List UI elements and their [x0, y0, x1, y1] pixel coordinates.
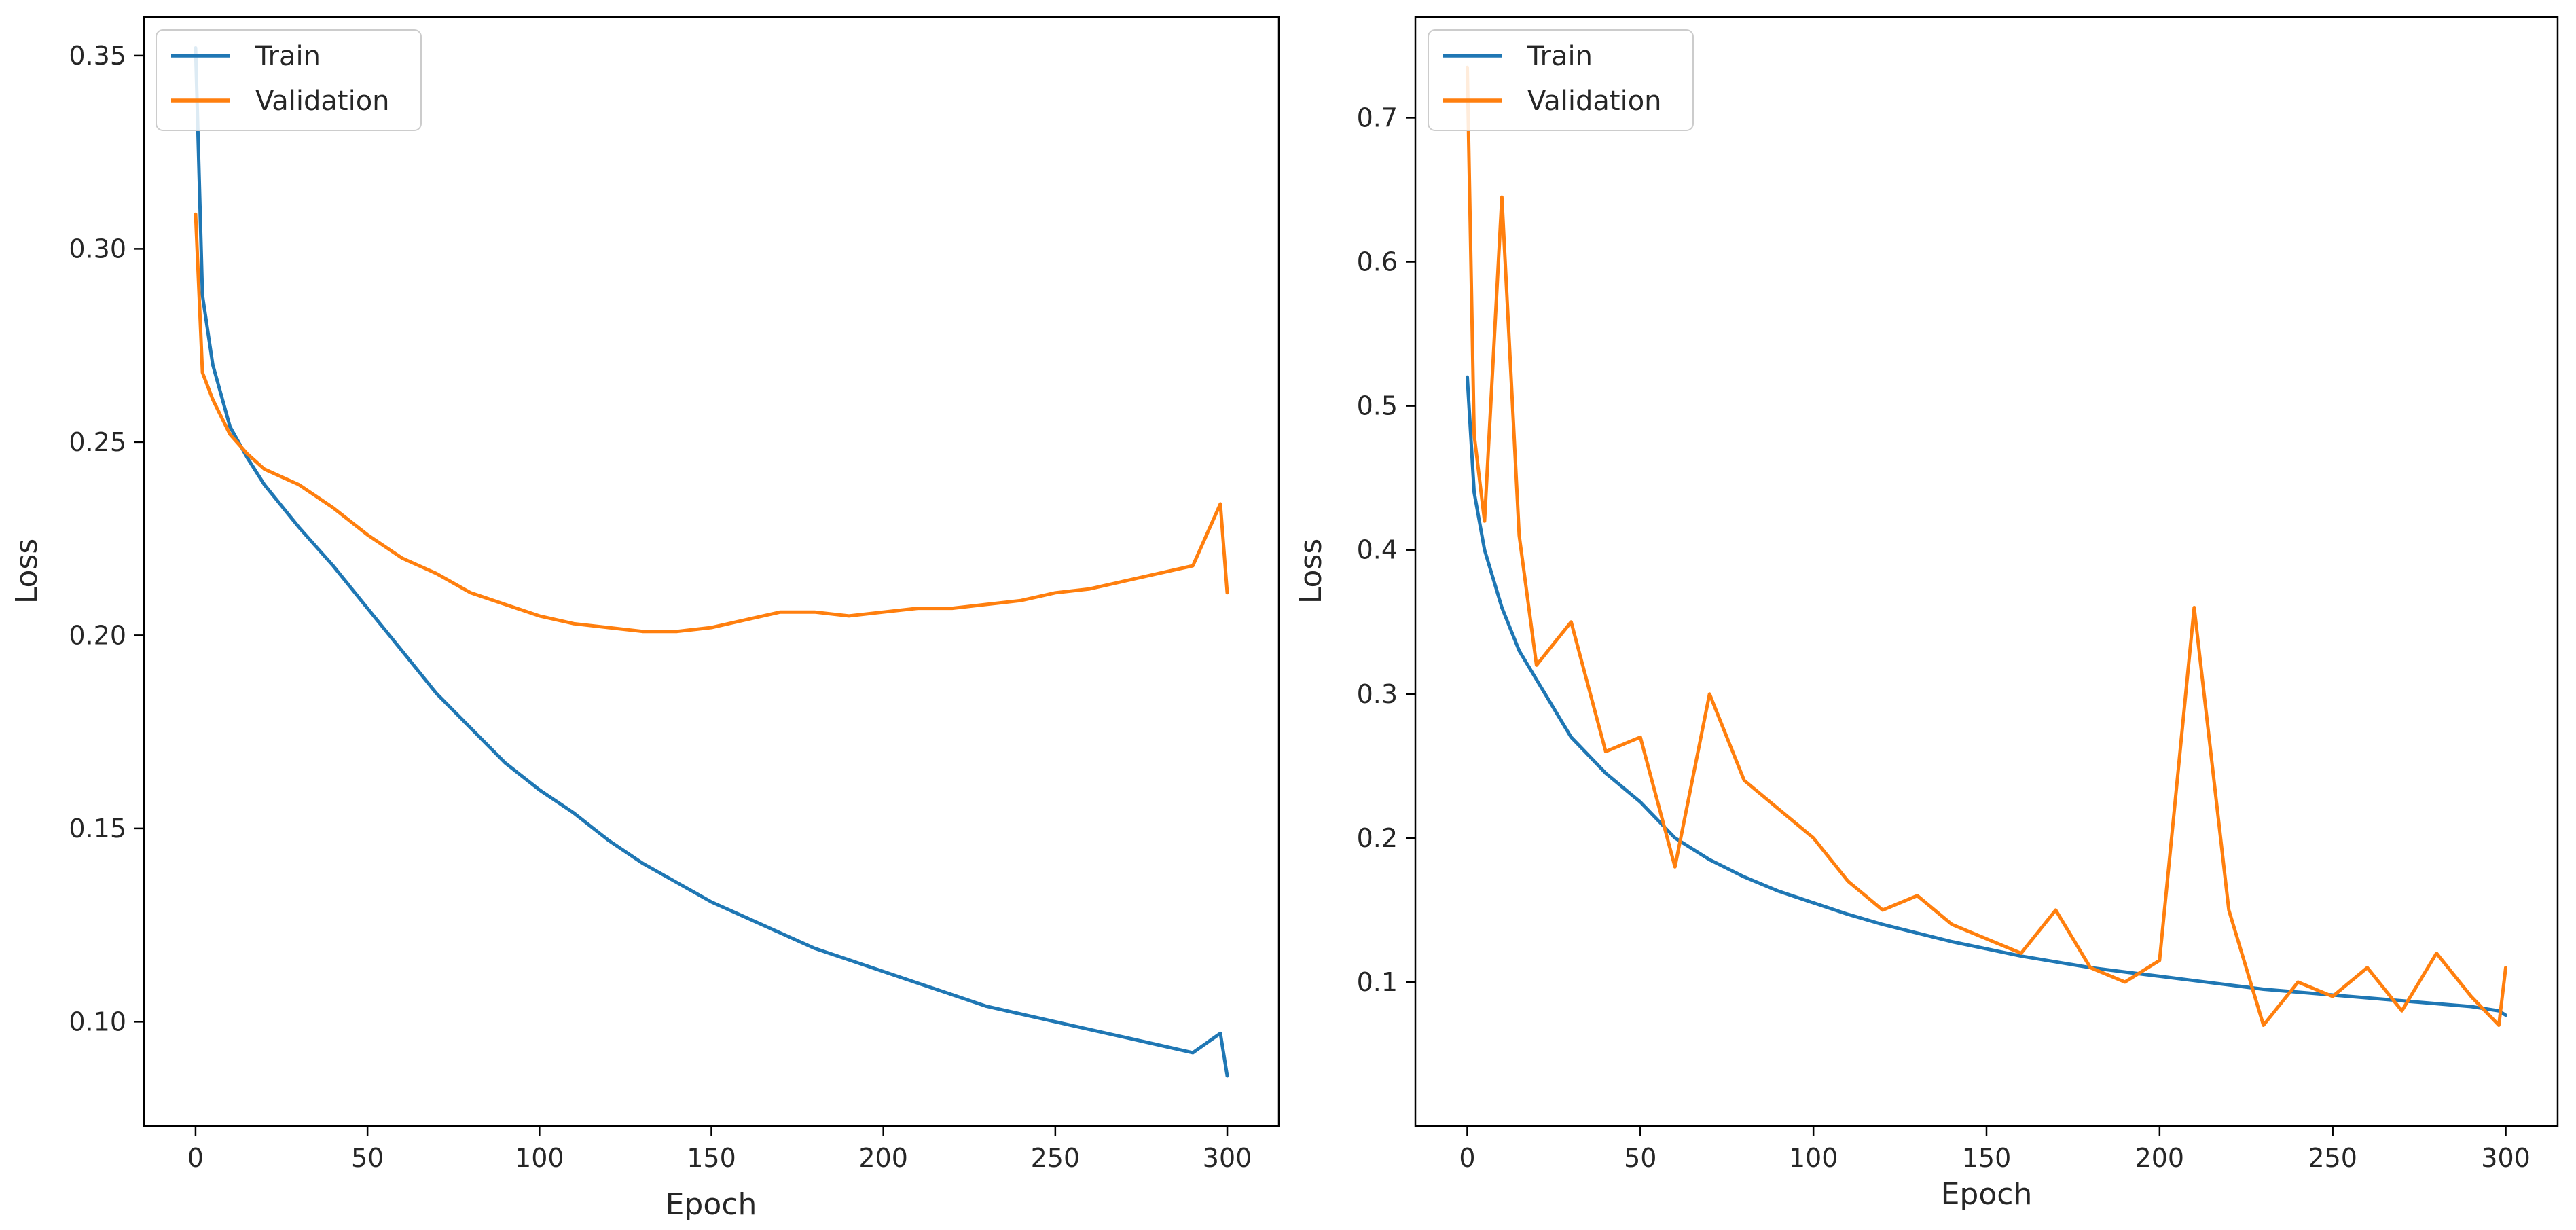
legend-label-train-right: Train: [1527, 41, 1593, 72]
series-line-validation-left: [194, 212, 1229, 634]
x-axis-label-right: Epoch: [1941, 1177, 2033, 1212]
y-tick-label-right-2: 0.3: [1357, 679, 1398, 709]
x-tick-label-left-0: 0: [187, 1143, 204, 1173]
x-tick-label-right-0: 0: [1459, 1143, 1475, 1173]
legend-label-validation-left: Validation: [255, 86, 390, 117]
y-tick-label-right-3: 0.4: [1357, 535, 1398, 565]
y-tick-label-right-0: 0.1: [1357, 967, 1398, 997]
ticks-left: 0 50 100 150 200 250 300 0.10 0.15 0.20 0.25 0.30 0.…: [69, 41, 1252, 1173]
x-tick-label-left-150: 150: [687, 1143, 736, 1173]
y-axis-label-left: Loss: [10, 539, 44, 604]
y-tick-label-right-6: 0.7: [1357, 103, 1398, 132]
y-tick-label-left-1: 0.15: [69, 814, 126, 844]
y-tick-label-left-3: 0.25: [69, 427, 126, 457]
y-tick-label-left-2: 0.20: [69, 620, 126, 650]
series-line-train-left: [194, 46, 1229, 1078]
y-tick-label-right-5: 0.6: [1357, 247, 1398, 277]
axes-frame-left: [143, 16, 1280, 1127]
y-tick-label-left-4: 0.30: [69, 234, 126, 264]
x-tick-label-left-100: 100: [515, 1143, 564, 1173]
axes-frame-right: [1414, 16, 2559, 1127]
x-tick-label-left-300: 300: [1203, 1143, 1252, 1173]
x-tick-label-left-50: 50: [351, 1143, 384, 1173]
y-axis-label-right: Loss: [1294, 539, 1328, 604]
plot-area-right: [1466, 65, 2507, 1027]
x-tick-label-right-300: 300: [2481, 1143, 2530, 1173]
series-line-train-right: [1466, 375, 2507, 1017]
series-line-validation-right: [1466, 65, 2507, 1027]
legend-left: Train Validation: [156, 29, 422, 131]
legend-right: Train Validation: [1428, 29, 1694, 131]
x-axis-label-left: Epoch: [666, 1187, 757, 1222]
x-tick-label-left-200: 200: [858, 1143, 908, 1173]
x-tick-label-right-200: 200: [2135, 1143, 2185, 1173]
legend-label-train-left: Train: [255, 41, 321, 72]
legend-label-validation-right: Validation: [1527, 86, 1662, 117]
y-tick-label-right-4: 0.5: [1357, 391, 1398, 421]
ticks-right: 0 50 100 150 200 250 300 0.1 0.2 0.3 0.4 0.5 0.6 0.7: [1357, 103, 2530, 1173]
x-tick-label-right-50: 50: [1624, 1143, 1656, 1173]
x-tick-label-right-250: 250: [2308, 1143, 2357, 1173]
x-tick-label-right-150: 150: [1962, 1143, 2012, 1173]
x-tick-label-right-100: 100: [1789, 1143, 1838, 1173]
chart-left: 0 50 100 150 200 250 300 0.10 0.15 0.20 0.25 0.30 0.…: [10, 16, 1280, 1222]
plot-area-left: [194, 46, 1229, 1078]
y-tick-label-left-0: 0.10: [69, 1007, 126, 1036]
chart-right: 0 50 100 150 200 250 3000.10.20.30.40.50.60.7 …: [1294, 16, 2559, 1212]
y-tick-label-left-5: 0.35: [69, 41, 126, 71]
x-tick-label-left-250: 250: [1031, 1143, 1081, 1173]
y-tick-label-right-1: 0.2: [1357, 823, 1398, 853]
